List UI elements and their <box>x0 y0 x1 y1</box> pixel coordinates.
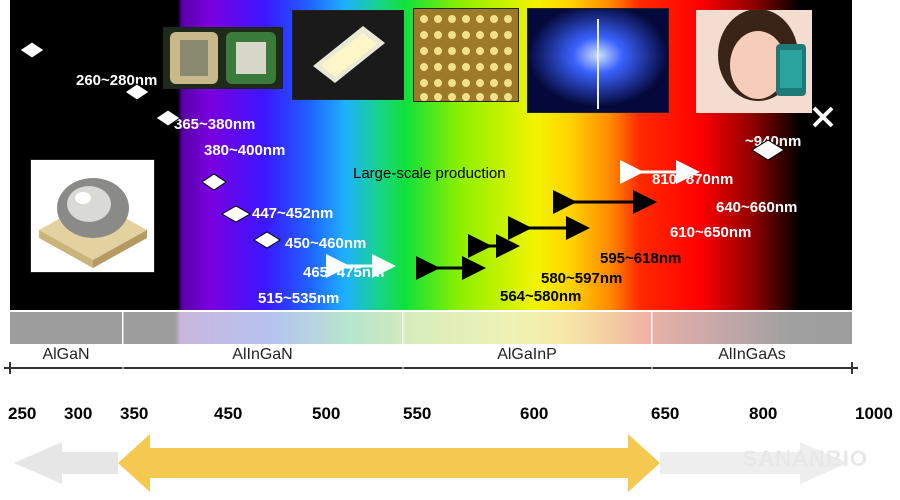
material-label: AlInGaAs <box>718 346 786 363</box>
wavelength-label-380: 380~400nm <box>204 142 286 159</box>
person-with-phone-photo <box>696 10 812 113</box>
scale-tick: 650 <box>651 404 680 423</box>
brand-logo: SANANBIO <box>742 446 868 471</box>
scale-tick: 800 <box>749 404 778 423</box>
led-chip-cluster-photo <box>163 27 283 89</box>
material-label: AlGaInP <box>497 346 557 363</box>
production-range-arrow <box>118 434 660 492</box>
marker-icon <box>201 173 227 191</box>
material-axis <box>4 312 858 400</box>
material-segment-algainp: AlGaInP <box>403 312 651 400</box>
led-strip-photo <box>292 10 404 100</box>
scale-tick: 250 <box>8 404 37 423</box>
material-label: AlGaN <box>42 346 90 363</box>
wavelength-label-450: 450~460nm <box>285 235 367 252</box>
wavelength-scale: 250 300 350 450 500 550 600 650 800 1000 <box>0 404 900 430</box>
marker-icon <box>155 109 181 127</box>
blue-light-photo <box>527 8 669 113</box>
wavelength-label-610: 610~650nm <box>670 224 752 241</box>
wavelength-label-595: 595~618nm <box>600 250 682 267</box>
marker-icon <box>751 139 785 161</box>
scale-tick: 550 <box>403 404 432 423</box>
material-bands: AlGaN AlInGaN AlGaInP AlInGaAs <box>4 312 858 400</box>
material-segment-alingan: AlInGaN <box>123 312 402 400</box>
marker-icon <box>220 205 252 223</box>
wavelength-label-640: 640~660nm <box>716 199 798 216</box>
marker-icon <box>19 41 45 59</box>
scale-tick: 350 <box>120 404 149 423</box>
wavelength-label-447: 447~452nm <box>252 205 334 222</box>
material-label: AlInGaN <box>232 346 293 363</box>
production-label: Large-scale production <box>353 165 506 182</box>
wavelength-label-564: 564~580nm <box>500 288 582 305</box>
scale-tick: 450 <box>214 404 243 423</box>
material-segment-algan: AlGaN <box>10 312 122 400</box>
material-segment-alingaas: AlInGaAs <box>652 312 852 400</box>
marker-icon <box>253 231 281 249</box>
marker-icon <box>124 83 150 101</box>
range-arrows <box>19 41 785 280</box>
scale-tick: 1000 <box>855 404 893 423</box>
scale-tick: 500 <box>312 404 341 423</box>
wavelength-label-580: 580~597nm <box>541 270 623 287</box>
scale-tick: 600 <box>520 404 549 423</box>
scale-tick: 300 <box>64 404 93 423</box>
led-array-photo <box>413 8 519 102</box>
led-package-photo <box>30 159 155 273</box>
production-range-arrows <box>14 434 848 492</box>
wavelength-label-365: 365~380nm <box>174 116 256 133</box>
wavelength-label-515: 515~535nm <box>258 290 340 307</box>
